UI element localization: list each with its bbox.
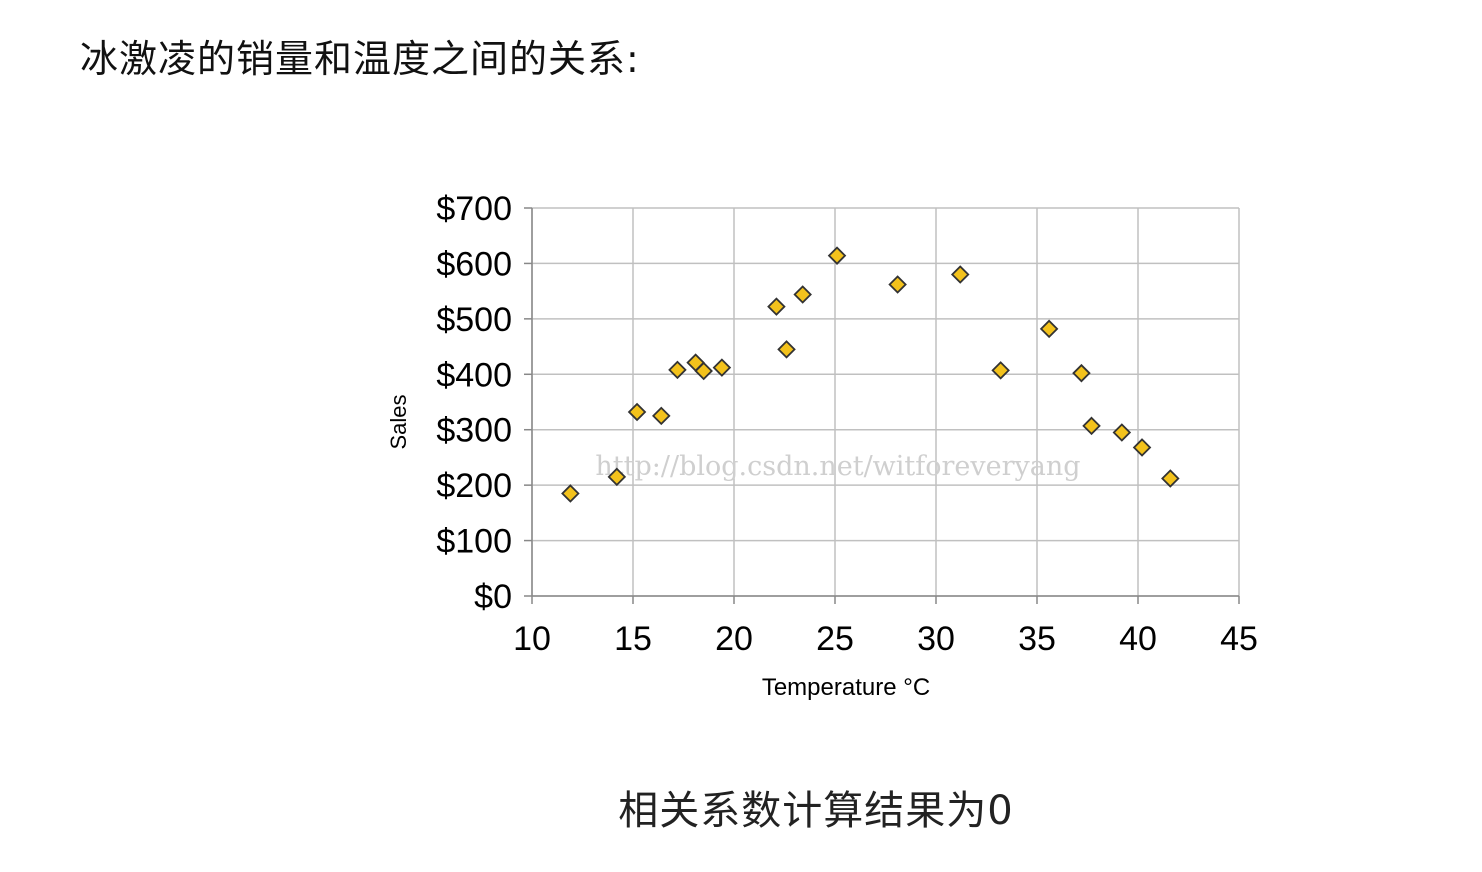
data-point <box>668 360 687 380</box>
data-point <box>694 361 713 381</box>
y-tick-label: $200 <box>436 467 512 505</box>
data-point <box>777 340 796 359</box>
data-point <box>1039 319 1059 339</box>
data-point <box>793 285 812 304</box>
data-point <box>1161 469 1180 488</box>
y-tick-labels: $0 $100 $200 $300 $400 $500 $600 $700 <box>436 190 512 616</box>
data-point <box>1072 363 1091 383</box>
y-tick-label: $700 <box>436 190 512 228</box>
x-tick-labels: 10 15 20 25 30 35 40 45 <box>513 620 1258 658</box>
grid-lines <box>531 207 1240 597</box>
data-point <box>712 358 732 377</box>
x-tick-label: 25 <box>816 620 854 658</box>
data-point <box>607 467 627 487</box>
data-point <box>827 246 847 265</box>
y-axis-label: Sales <box>386 394 411 449</box>
axes <box>524 207 1240 604</box>
data-point <box>1082 416 1101 436</box>
y-tick-label: $0 <box>474 578 512 616</box>
watermark-text: http://blog.csdn.net/witforeveryang <box>595 451 1080 482</box>
x-tick-label: 30 <box>917 620 955 658</box>
y-tick-label: $300 <box>436 412 512 450</box>
y-tick-label: $600 <box>436 245 512 283</box>
data-point <box>767 297 786 316</box>
page-heading: 冰激凌的销量和温度之间的关系: <box>80 37 640 81</box>
data-point <box>991 361 1010 380</box>
data-point <box>652 406 671 426</box>
data-point <box>888 275 907 294</box>
data-point <box>561 484 580 503</box>
y-tick-label: $400 <box>436 356 512 394</box>
data-point <box>627 402 647 422</box>
x-axis-label: Temperature °C <box>762 674 930 701</box>
x-tick-label: 20 <box>715 620 753 658</box>
x-tick-label: 35 <box>1018 620 1056 658</box>
data-point <box>1132 438 1152 457</box>
x-tick-label: 40 <box>1119 620 1157 658</box>
data-points <box>561 246 1180 503</box>
y-tick-label: $100 <box>436 523 512 561</box>
result-caption: 相关系数计算结果为0 <box>618 788 1014 834</box>
data-point <box>950 265 970 284</box>
x-tick-label: 10 <box>513 620 551 658</box>
x-tick-label: 15 <box>614 620 652 658</box>
x-tick-label: 45 <box>1220 620 1258 658</box>
data-point <box>1112 423 1132 442</box>
y-tick-label: $500 <box>436 301 512 339</box>
